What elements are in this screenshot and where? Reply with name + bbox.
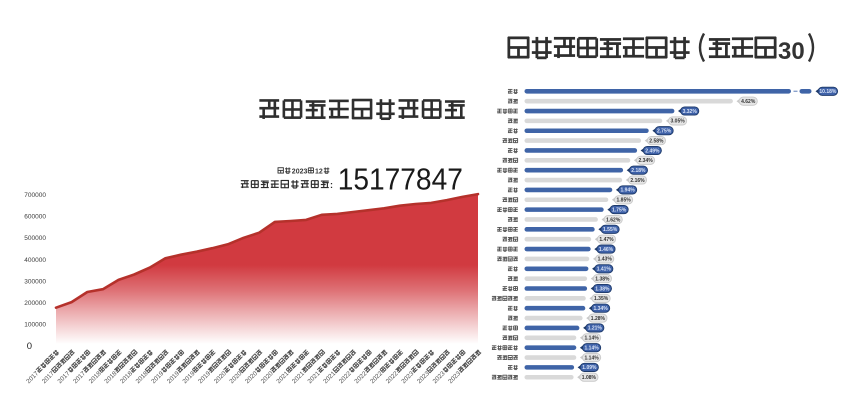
svg-text:30: 30	[778, 38, 805, 65]
svg-text:15177847: 15177847	[338, 163, 463, 197]
svg-text:200000: 200000	[24, 300, 46, 307]
svg-text:400000: 400000	[24, 257, 46, 264]
svg-text:1.75%: 1.75%	[612, 207, 627, 213]
svg-text::: :	[330, 180, 333, 190]
svg-text:2.49%: 2.49%	[645, 148, 660, 154]
svg-text:300000: 300000	[24, 278, 46, 285]
svg-text:1.34%: 1.34%	[594, 306, 609, 312]
svg-text:2.34%: 2.34%	[639, 158, 654, 164]
svg-text:1.21%: 1.21%	[588, 326, 603, 332]
svg-text:2.16%: 2.16%	[630, 178, 645, 184]
svg-text:1.46%: 1.46%	[599, 247, 614, 253]
svg-text:1.28%: 1.28%	[591, 316, 606, 322]
svg-text:2.75%: 2.75%	[657, 129, 672, 135]
svg-text:1.35%: 1.35%	[594, 296, 609, 302]
svg-text:100000: 100000	[24, 322, 46, 329]
svg-text:1.08%: 1.08%	[582, 375, 597, 381]
svg-text:2.18%: 2.18%	[631, 168, 646, 174]
svg-text:1.41%: 1.41%	[597, 267, 612, 273]
svg-text:12: 12	[315, 168, 323, 175]
svg-text:10.18%: 10.18%	[819, 89, 837, 95]
svg-text:1.47%: 1.47%	[599, 237, 614, 243]
svg-text:4.62%: 4.62%	[741, 99, 756, 105]
svg-text:2023: 2023	[292, 168, 308, 175]
svg-text:500000: 500000	[24, 235, 46, 242]
svg-text:700000: 700000	[24, 192, 46, 199]
svg-text:1.38%: 1.38%	[595, 276, 610, 282]
svg-text:1.94%: 1.94%	[621, 188, 636, 194]
svg-text:3.05%: 3.05%	[671, 119, 686, 125]
svg-text:1.85%: 1.85%	[617, 198, 632, 204]
svg-text:1.62%: 1.62%	[606, 217, 621, 223]
svg-text:1.14%: 1.14%	[585, 346, 600, 352]
svg-text:1.43%: 1.43%	[598, 257, 613, 263]
svg-text:1.09%: 1.09%	[582, 365, 597, 371]
svg-text:2.58%: 2.58%	[649, 138, 664, 144]
svg-text:1.38%: 1.38%	[595, 286, 610, 292]
svg-text:1.14%: 1.14%	[585, 355, 600, 361]
svg-text:1.55%: 1.55%	[603, 227, 618, 233]
svg-text:0: 0	[27, 341, 32, 352]
svg-text:3.32%: 3.32%	[683, 109, 698, 115]
svg-text:1.14%: 1.14%	[585, 336, 600, 342]
svg-text:600000: 600000	[24, 214, 46, 221]
